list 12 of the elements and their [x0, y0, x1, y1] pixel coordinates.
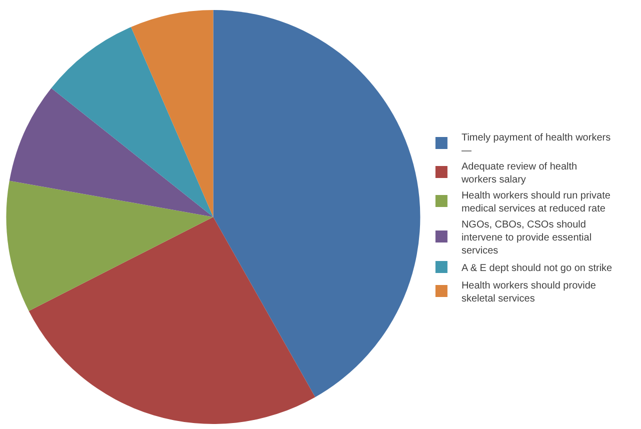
pie-slice [6, 180, 214, 311]
legend-label: Health workers should run private medical services at reduced rate [461, 190, 611, 214]
pie-slice [51, 27, 214, 217]
pie-slice [28, 217, 316, 424]
legend-label: Adequate review of health workers salary [460, 161, 578, 186]
pie-slice [9, 88, 214, 217]
pie-slice [131, 10, 214, 217]
legend-label: NGOs, CBOs, CSOs should intervene to provide essential services [461, 219, 592, 256]
legend-label: Timely payment of health workers — [461, 132, 611, 156]
legend-label: Health workers should provide skeletal services [461, 280, 596, 304]
pie-slice [213, 10, 420, 398]
legend-label: A & E dept should not go on strike [461, 262, 613, 274]
